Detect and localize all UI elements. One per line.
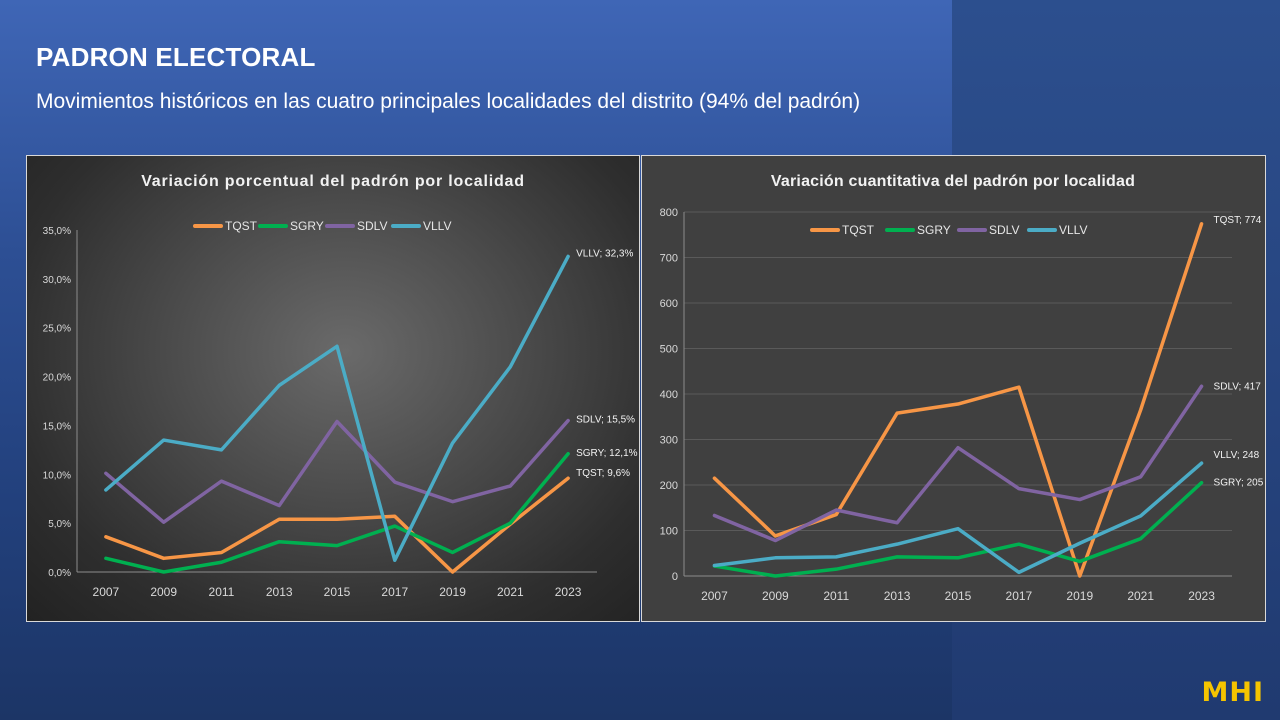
- x-tick-label: 2019: [439, 585, 466, 599]
- chart-title: Variación porcentual del padrón por loca…: [141, 173, 525, 190]
- data-label-sgry: SGRY; 12,1%: [576, 448, 638, 459]
- y-tick-label: 100: [660, 526, 678, 538]
- series-line-sgry: [712, 480, 1204, 578]
- x-tick-label: 2021: [497, 585, 524, 599]
- y-tick-label: 400: [660, 389, 678, 401]
- x-tick-label: 2011: [209, 585, 235, 599]
- x-tick-label: 2009: [150, 585, 177, 599]
- data-label-vllv: VLLV; 32,3%: [576, 248, 633, 259]
- y-tick-label: 20,0%: [43, 373, 71, 384]
- legend-label-vllv: VLLV: [423, 219, 451, 233]
- y-tick-label: 800: [660, 207, 678, 219]
- legend-label-sdlv: SDLV: [357, 219, 387, 233]
- y-tick-label: 25,0%: [43, 324, 71, 335]
- chart-percent: Variación porcentual del padrón por loca…: [43, 173, 638, 599]
- y-tick-label: 700: [660, 253, 678, 265]
- x-tick-label: 2013: [884, 589, 911, 603]
- y-tick-label: 200: [660, 480, 678, 492]
- x-tick-label: 2021: [1127, 589, 1154, 603]
- y-tick-label: 5,0%: [48, 519, 71, 530]
- x-tick-label: 2011: [823, 589, 849, 603]
- data-label-vllv: VLLV; 248: [1214, 450, 1260, 461]
- legend-label-sgry: SGRY: [290, 219, 324, 233]
- series-line-tqst: [104, 476, 570, 574]
- x-tick-label: 2009: [762, 589, 789, 603]
- legend-label-vllv: VLLV: [1059, 223, 1087, 237]
- company-logo: MHI: [1201, 677, 1264, 708]
- x-tick-label: 2007: [701, 589, 728, 603]
- x-tick-label: 2017: [1006, 589, 1033, 603]
- y-tick-label: 35,0%: [43, 226, 71, 237]
- x-tick-label: 2023: [1188, 589, 1215, 603]
- data-label-tqst: TQST; 774: [1214, 215, 1262, 226]
- x-tick-label: 2015: [945, 589, 972, 603]
- data-label-sdlv: SDLV; 15,5%: [576, 415, 635, 426]
- legend-label-sgry: SGRY: [917, 223, 951, 237]
- y-tick-label: 500: [660, 344, 678, 356]
- data-label-sgry: SGRY; 205: [1214, 478, 1264, 489]
- x-tick-label: 2007: [93, 585, 120, 599]
- chart-quantity: Variación cuantitativa del padrón por lo…: [660, 173, 1264, 603]
- series-line-vllv: [712, 461, 1204, 575]
- legend-label-sdlv: SDLV: [989, 223, 1019, 237]
- x-tick-label: 2017: [381, 585, 408, 599]
- y-tick-label: 300: [660, 435, 678, 447]
- data-label-tqst: TQST; 9,6%: [576, 468, 630, 479]
- x-tick-label: 2015: [324, 585, 351, 599]
- legend-label-tqst: TQST: [225, 219, 258, 233]
- chart-panel-quantity: Variación cuantitativa del padrón por lo…: [641, 155, 1266, 622]
- page-title: PADRON ELECTORAL: [36, 42, 316, 72]
- chart-title: Variación cuantitativa del padrón por lo…: [771, 173, 1135, 190]
- y-tick-label: 15,0%: [43, 421, 71, 432]
- x-tick-label: 2013: [266, 585, 293, 599]
- y-tick-label: 10,0%: [43, 470, 71, 481]
- data-label-sdlv: SDLV; 417: [1214, 381, 1262, 392]
- y-tick-label: 0,0%: [48, 568, 71, 579]
- chart-panel-percent: Variación porcentual del padrón por loca…: [26, 155, 640, 622]
- series-line-sdlv: [104, 418, 570, 524]
- series-line-sgry: [104, 452, 570, 574]
- page-subtitle: Movimientos históricos en las cuatro pri…: [36, 90, 861, 113]
- x-tick-label: 2023: [555, 585, 582, 599]
- series-line-vllv: [104, 254, 570, 563]
- series-line-sdlv: [712, 384, 1204, 543]
- x-tick-label: 2019: [1066, 589, 1093, 603]
- y-tick-label: 600: [660, 298, 678, 310]
- y-tick-label: 0: [672, 571, 678, 583]
- legend-label-tqst: TQST: [842, 223, 875, 237]
- y-tick-label: 30,0%: [43, 275, 71, 286]
